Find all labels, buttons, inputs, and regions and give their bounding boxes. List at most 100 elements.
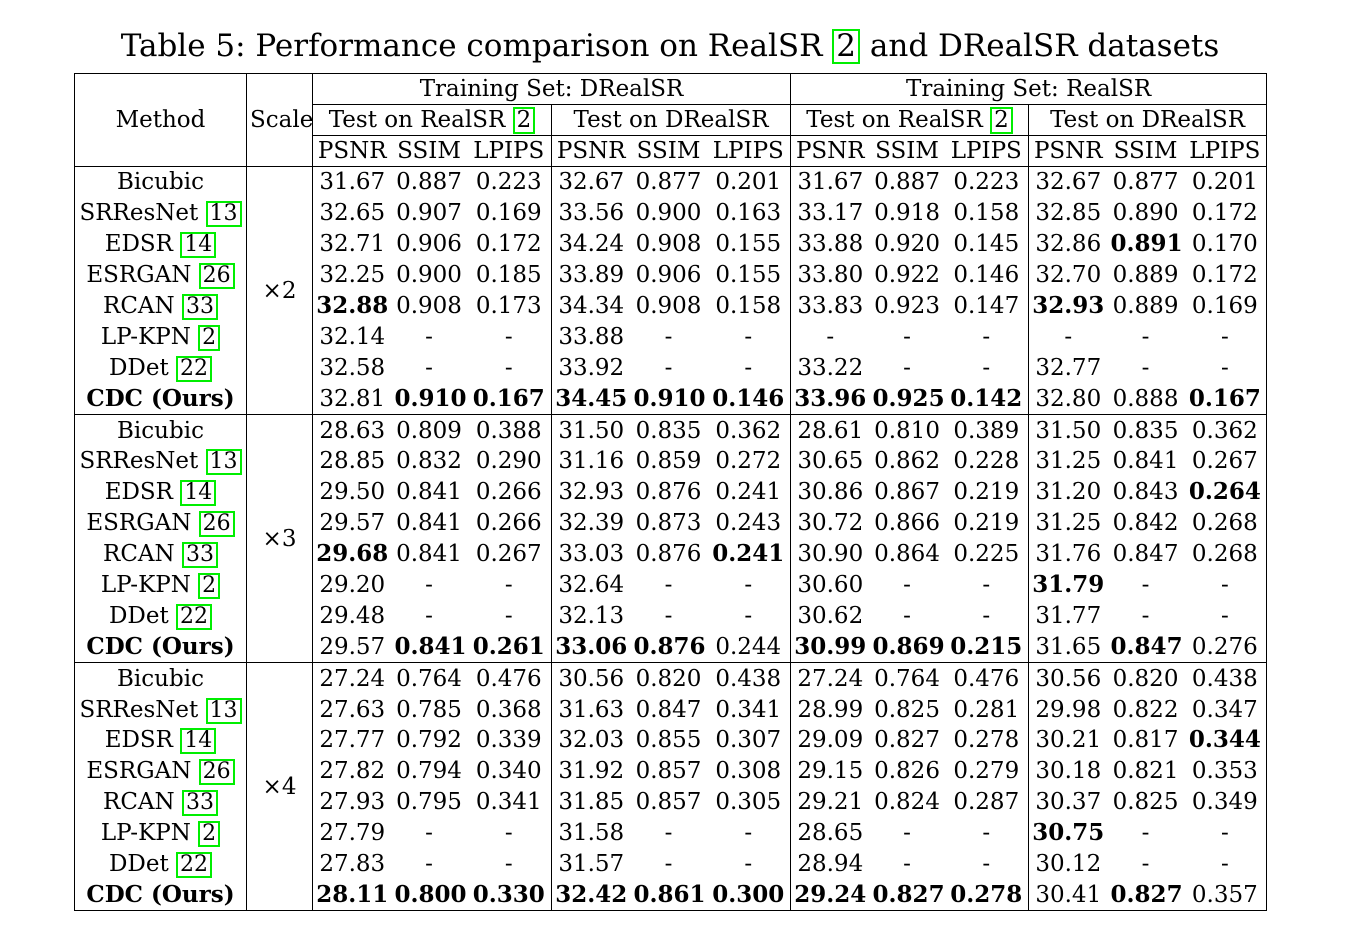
metric-value-cell: 0.272 bbox=[706, 446, 792, 477]
metric-value-cell: 32.67 bbox=[1035, 169, 1102, 196]
metric-value-cell: 0.847 bbox=[635, 696, 702, 723]
method-name: LP-KPN bbox=[100, 323, 199, 350]
citation-link[interactable]: 26 bbox=[198, 759, 235, 786]
citation-link[interactable]: 26 bbox=[198, 511, 235, 538]
method-cell: CDC (Ours) bbox=[74, 631, 247, 663]
metric-value-cell: 0.822 bbox=[1112, 696, 1179, 723]
results-table: Method Scale Training Set: DRealSR Train… bbox=[74, 73, 1268, 912]
metric-value-cell: 0.835 bbox=[1112, 417, 1179, 444]
metric-value-cell: 0.173 bbox=[466, 290, 552, 322]
metric-value-cell: 30.72 bbox=[797, 510, 864, 537]
metric-value-cell: 32.03 bbox=[558, 727, 625, 754]
metric-value-cell: 0.794 bbox=[396, 758, 462, 785]
method-name: CDC (Ours) bbox=[86, 880, 235, 908]
metric-value-cell: 0.278 bbox=[944, 879, 1030, 911]
table-row: DDet 22 32.58- -33.92- -33.22- -32.77- - bbox=[74, 352, 1267, 384]
table-row: SRResNet 13 27.63 0.785 0.368 31.63 0.847 0.34… bbox=[74, 694, 1267, 726]
citation-link[interactable]: 26 bbox=[198, 263, 235, 290]
metric-value-cell: 0.792 bbox=[396, 727, 462, 754]
metric-value-cell: 31.67 bbox=[797, 169, 864, 196]
citation-link[interactable]: 13 bbox=[205, 449, 242, 476]
citation-link[interactable]: 13 bbox=[205, 697, 242, 724]
metric-value-cell: 0.820 bbox=[1112, 665, 1179, 692]
metric-value-cell: 32.13 bbox=[558, 602, 625, 629]
table-row: EDSR 14 27.77 0.792 0.339 32.03 0.855 0.307 29.… bbox=[74, 725, 1267, 756]
metric-value-cell: 31.63 bbox=[558, 696, 625, 723]
metric-value-cell: - bbox=[664, 602, 673, 629]
metric-value-cell: 0.918 bbox=[874, 200, 940, 227]
citation-link[interactable]: 33 bbox=[181, 294, 218, 320]
method-name: DDet bbox=[108, 602, 177, 629]
citation-link[interactable]: 33 bbox=[181, 542, 218, 569]
metric-value-cell: 0.900 bbox=[635, 200, 702, 227]
citation-link[interactable]: 2 bbox=[198, 821, 221, 848]
metric-value-cell: 0.842 bbox=[1112, 510, 1179, 537]
metric-value-cell: 0.278 bbox=[944, 725, 1030, 756]
caption-citation-link[interactable]: 2 bbox=[832, 29, 861, 64]
table-row: LP-KPN 2 29.20- -32.64- -30.60- -31.79- - bbox=[74, 569, 1267, 601]
caption-prefix: Table 5: Performance comparison on RealS… bbox=[120, 28, 833, 64]
metric-value-cell: 0.832 bbox=[396, 448, 462, 475]
metric-value-cell: 29.48 bbox=[319, 602, 386, 629]
citation-link[interactable]: 13 bbox=[205, 201, 242, 228]
metric-value-cell: 28.11 bbox=[316, 880, 389, 908]
metric-value-cell: 28.63 bbox=[319, 417, 386, 444]
metric-value-cell: 30.65 bbox=[797, 448, 864, 475]
citation-link[interactable]: 33 bbox=[181, 790, 218, 817]
metric-value-cell: - bbox=[1220, 354, 1229, 381]
citation-link[interactable]: 22 bbox=[176, 603, 213, 630]
metric-value-cell: 31.58 bbox=[558, 820, 625, 847]
metric-value-cell: 0.876 bbox=[635, 541, 702, 568]
method-name: Bicubic bbox=[117, 665, 204, 692]
metric-value-cell: 31.76 bbox=[1035, 541, 1102, 568]
table-row: SRResNet 13 32.65 0.907 0.169 33.56 0.900 0.16… bbox=[74, 197, 1267, 229]
citation-link[interactable]: 22 bbox=[176, 852, 213, 879]
metric-value-cell: 0.923 bbox=[874, 293, 940, 319]
method-cell: ESRGAN 26 bbox=[74, 755, 247, 787]
metric-value-cell: 0.922 bbox=[874, 262, 940, 289]
method-name: DDet bbox=[108, 851, 177, 878]
citation-link[interactable]: 22 bbox=[176, 355, 213, 382]
metric-value-cell: - bbox=[1141, 851, 1150, 878]
citation-link[interactable]: 2 bbox=[198, 324, 221, 351]
metric-value-cell: - bbox=[903, 851, 911, 878]
metric-value-cell: 27.83 bbox=[319, 851, 386, 878]
method-cell: Bicubic bbox=[74, 662, 247, 695]
citation-link[interactable]: 14 bbox=[180, 480, 217, 507]
citation-link[interactable]: 2 bbox=[512, 107, 536, 134]
metric-value-cell: - bbox=[466, 817, 552, 849]
method-cell: EDSR 14 bbox=[74, 476, 247, 508]
metric-value-cell: 0.910 bbox=[633, 384, 706, 412]
metric-value-cell: 33.92 bbox=[558, 354, 625, 381]
metric-value-cell: - bbox=[1220, 323, 1229, 350]
metric-value-cell: 0.908 bbox=[396, 293, 462, 319]
metric-value-cell: 0.244 bbox=[706, 631, 792, 663]
metric-value-cell: 29.57 bbox=[319, 633, 386, 660]
citation-link[interactable]: 14 bbox=[180, 728, 217, 755]
metric-value-cell: 0.267 bbox=[466, 538, 552, 570]
metric-header-psnr: PSNR bbox=[312, 135, 392, 167]
method-name: EDSR bbox=[104, 727, 181, 754]
citation-link[interactable]: 2 bbox=[198, 573, 221, 600]
method-name: LP-KPN bbox=[100, 572, 199, 599]
citation-link[interactable]: 14 bbox=[180, 232, 217, 259]
metric-value-cell: 0.825 bbox=[1112, 789, 1179, 816]
metric-value-cell: 0.888 bbox=[1112, 385, 1179, 412]
method-cell: DDet 22 bbox=[74, 352, 247, 384]
metric-value-cell: 0.857 bbox=[635, 758, 702, 785]
table-row: EDSR 14 29.50 0.841 0.266 32.93 0.876 0.241 30.… bbox=[74, 476, 1267, 508]
table-header: Method Scale Training Set: DRealSR Train… bbox=[74, 73, 1267, 167]
metric-value-cell: 0.866 bbox=[874, 510, 940, 537]
caption-suffix: and DRealSR datasets bbox=[860, 28, 1220, 64]
metric-value-cell: 30.86 bbox=[797, 479, 864, 506]
metric-value-cell: 27.77 bbox=[319, 727, 386, 754]
table-row: CDC (Ours) 28.11 0.800 0.330 32.42 0.861 0.300… bbox=[74, 879, 1267, 911]
metric-value-cell: 0.163 bbox=[706, 197, 792, 229]
metric-value-cell: 0.389 bbox=[944, 414, 1030, 447]
metric-value-cell: 0.835 bbox=[635, 417, 702, 444]
metric-value-cell: - bbox=[706, 352, 792, 384]
citation-link[interactable]: 2 bbox=[990, 107, 1013, 134]
metric-value-cell: 0.800 bbox=[394, 880, 467, 908]
metric-value-cell: 28.65 bbox=[797, 820, 864, 847]
method-cell: EDSR 14 bbox=[74, 725, 247, 756]
